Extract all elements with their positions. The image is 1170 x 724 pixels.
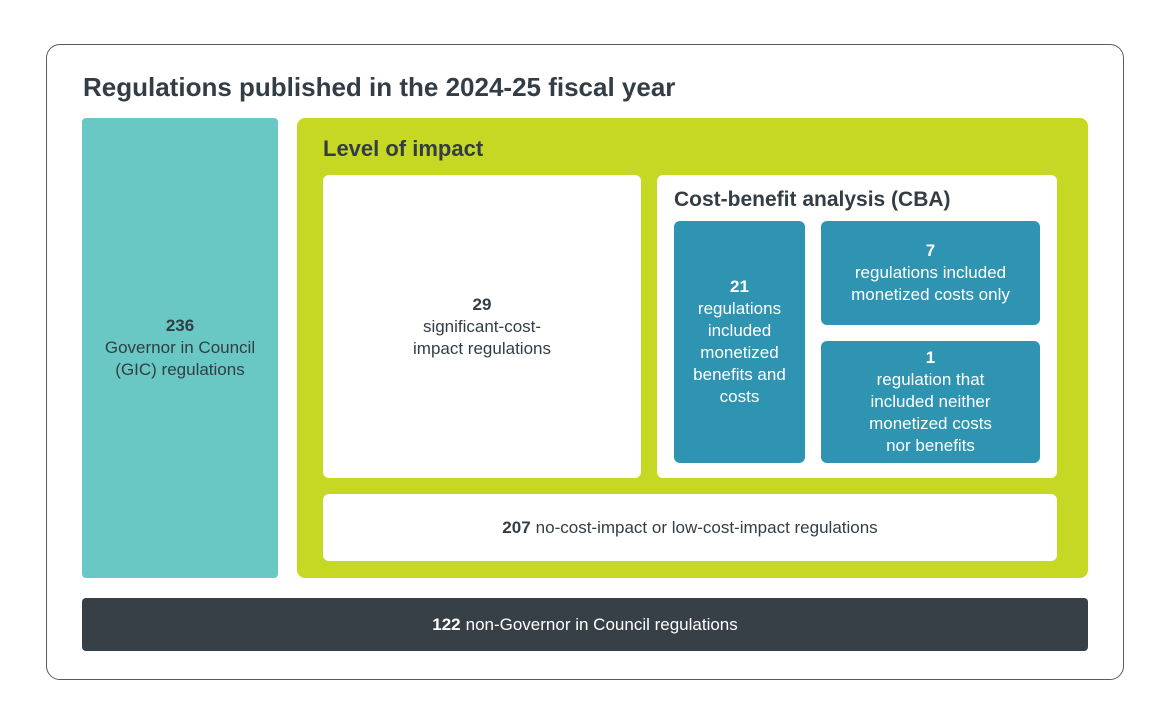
gic-regulations-box: 236 Governor in Council (GIC) regulation… — [82, 118, 278, 578]
diagram-title: Regulations published in the 2024-25 fis… — [83, 72, 676, 102]
cba-costs-only-line: regulations included — [854, 263, 1007, 282]
cba-benefits-and-costs-count: 21 — [730, 277, 749, 296]
cba-benefits-and-costs-line: costs — [719, 387, 760, 406]
significant-count: 29 — [472, 294, 492, 314]
cba-costs-only-line: monetized costs only — [851, 285, 1010, 304]
cba-neither-box: 1 regulation that included neither monet… — [821, 341, 1040, 463]
cba-neither-line: regulation that — [876, 370, 985, 389]
cba-benefits-and-costs-line: regulations — [697, 299, 782, 318]
level-of-impact-heading: Level of impact — [323, 136, 484, 161]
cba-benefits-and-costs-box: 21 regulations included monetized benefi… — [674, 221, 805, 463]
gic-label-line2: (GIC) regulations — [115, 360, 245, 379]
cba-benefits-and-costs-line: benefits and — [693, 365, 786, 384]
non-gic-label: non-Governor in Council regulations — [465, 614, 738, 634]
non-gic-count: 122 — [432, 614, 461, 634]
cba-neither-line: nor benefits — [886, 436, 975, 455]
low-impact-box: 207 no-cost-impact or low-cost-impact re… — [323, 494, 1057, 561]
significant-label-line1: significant-cost- — [422, 316, 542, 336]
gic-label-line1: Governor in Council — [104, 338, 256, 357]
gic-count: 236 — [165, 316, 195, 335]
significant-impact-box: 29 significant-cost- impact regulations — [323, 175, 641, 478]
non-gic-regulations-box: 122 non-Governor in Council regulations — [82, 598, 1088, 651]
diagram-frame — [46, 44, 1124, 680]
low-impact-label: no-cost-impact or low-cost-impact regula… — [535, 517, 878, 537]
cba-neither-line: monetized costs — [869, 414, 992, 433]
cba-benefits-and-costs-line: included — [707, 321, 772, 340]
cba-costs-only-count: 7 — [925, 241, 936, 260]
significant-label-line2: impact regulations — [413, 338, 551, 358]
cba-heading: Cost-benefit analysis (CBA) — [674, 188, 951, 211]
cba-benefits-and-costs-line: monetized — [700, 343, 779, 362]
low-impact-count: 207 — [502, 517, 531, 537]
cba-neither-line: included neither — [870, 392, 991, 411]
cba-neither-count: 1 — [925, 348, 936, 367]
cba-costs-only-box: 7 regulations included monetized costs o… — [821, 221, 1040, 325]
